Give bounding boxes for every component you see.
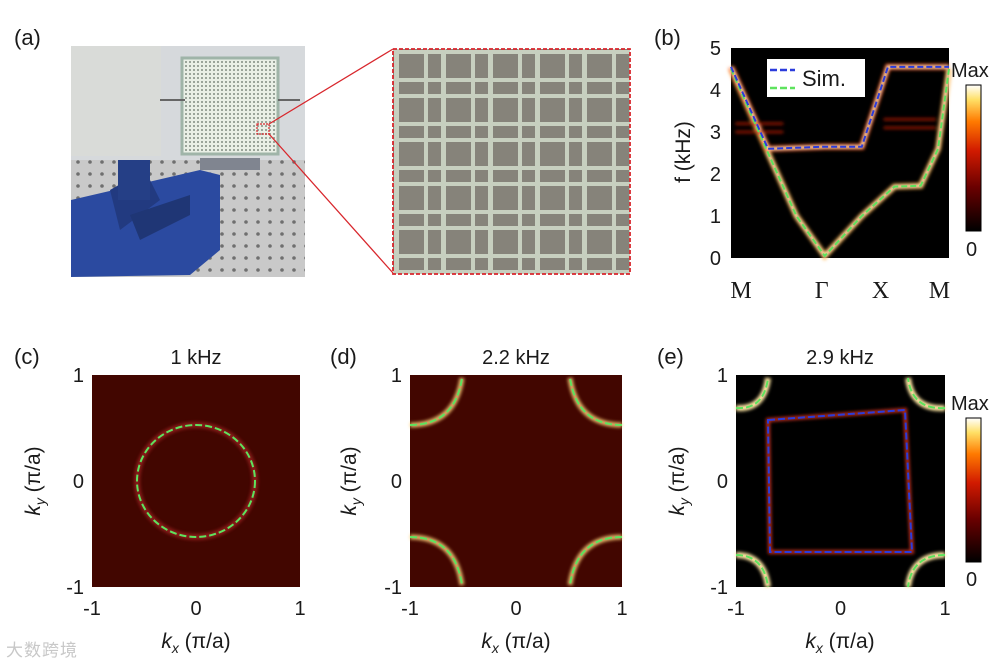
setup-photo — [71, 46, 305, 277]
c-xtick-1: 0 — [190, 598, 201, 620]
e-xlabel: kx (π/a) — [805, 630, 874, 656]
panel-c-letter: (c) — [14, 344, 40, 369]
sim-line-0 — [730, 68, 950, 258]
plot-e-isofrequency — [735, 377, 946, 588]
d-xtick-1: 0 — [510, 598, 521, 620]
c-xtick-2: 1 — [294, 598, 305, 620]
e-ylabel: ky (π/a) — [666, 446, 692, 515]
b-xtick-3: M — [929, 278, 950, 304]
c-xlabel: kx (π/a) — [161, 630, 230, 656]
axes-d: -1-1 0 0 1 1 kx (π/a) ky (π/a) — [338, 365, 628, 656]
d-ytick-0: -1 — [384, 577, 402, 599]
plot-c-isofrequency — [134, 422, 258, 540]
plot-c-area — [92, 375, 300, 587]
d-ytick-1: 0 — [391, 471, 402, 493]
panel-b-letter: (b) — [654, 25, 681, 50]
c-ytick-1: 0 — [73, 471, 84, 493]
watermark: 大数跨境 — [6, 641, 78, 661]
e-xtick-2: 1 — [939, 598, 950, 620]
d-xlabel: kx (π/a) — [481, 630, 550, 656]
b-ytick-5: 5 — [710, 38, 721, 60]
b-xtick-2: X — [872, 278, 889, 304]
panel-e-title: 2.9 kHz — [806, 347, 874, 369]
b-xtick-0: M — [730, 278, 751, 304]
axes-e: -1-1 0 0 1 1 kx (π/a) ky (π/a) — [666, 365, 951, 656]
b-ytick-1: 1 — [710, 206, 721, 228]
b-ytick-4: 4 — [710, 80, 721, 102]
c-xtick-0: -1 — [83, 598, 101, 620]
c-ylabel: ky (π/a) — [22, 446, 48, 515]
e-ytick-0: -1 — [710, 577, 728, 599]
panel-c-title: 1 kHz — [170, 347, 221, 369]
e-xtick-1: 0 — [835, 598, 846, 620]
colorbar-e: Max 0 — [951, 393, 989, 591]
e-ytick-1: 0 — [717, 471, 728, 493]
zoom-line-bottom — [268, 133, 394, 274]
colorbar-e-min: 0 — [966, 569, 977, 591]
plot-b-legend: Sim. — [767, 59, 865, 97]
simulated-bands — [730, 65, 950, 258]
plot-d-isofrequency — [409, 377, 623, 586]
panel-d-letter: (d) — [330, 344, 357, 369]
axes-c: -1-1 0 0 1 1 kx (π/a) ky (π/a) — [22, 365, 306, 656]
b-xtick-1: Γ — [815, 278, 829, 304]
sample-closeup — [392, 48, 631, 275]
plot-b-ylabel: f (kHz) — [672, 121, 695, 183]
panel-d-title: 2.2 kHz — [482, 347, 550, 369]
b-ytick-3: 3 — [710, 122, 721, 144]
e-ytick-2: 1 — [717, 365, 728, 387]
d-ytick-2: 1 — [391, 365, 402, 387]
sim-line-1 — [730, 65, 949, 150]
c-ytick-0: -1 — [66, 577, 84, 599]
colorbar-b: Max 0 — [951, 60, 989, 261]
panel-a-letter: (a) — [14, 25, 41, 50]
legend-label: Sim. — [802, 66, 846, 91]
b-ytick-2: 2 — [710, 164, 721, 186]
b-ytick-0: 0 — [710, 248, 721, 270]
colorbar-e-max: Max — [951, 393, 989, 415]
e-xtick-0: -1 — [727, 598, 745, 620]
c-ytick-2: 1 — [73, 365, 84, 387]
zoom-line-top — [268, 48, 394, 125]
plot-b-yticks: 0 1 2 3 4 5 — [710, 38, 721, 270]
d-xtick-2: 1 — [616, 598, 627, 620]
colorbar-b-max: Max — [951, 60, 989, 82]
colorbar-b-min: 0 — [966, 239, 977, 261]
d-ylabel: ky (π/a) — [338, 446, 364, 515]
plot-d-area — [410, 375, 622, 587]
d-xtick-0: -1 — [401, 598, 419, 620]
panel-e-letter: (e) — [657, 344, 684, 369]
